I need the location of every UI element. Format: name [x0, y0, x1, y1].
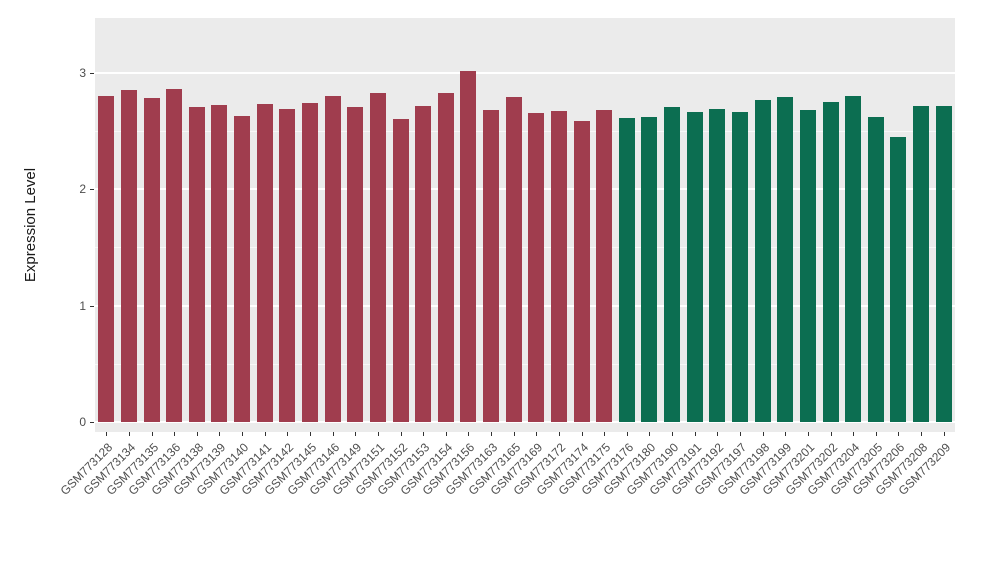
x-tick-mark [129, 432, 130, 436]
x-tick-mark [219, 432, 220, 436]
gridline-major [95, 188, 955, 190]
x-tick-mark [672, 432, 673, 436]
y-tick-mark [90, 305, 94, 307]
x-tick-mark [536, 432, 537, 436]
y-tick-label: 0 [79, 415, 86, 429]
bar-GSM773175 [596, 110, 612, 422]
x-tick-mark [106, 432, 107, 436]
bar-GSM773136 [166, 89, 182, 422]
x-tick-mark [695, 432, 696, 436]
bar-GSM773190 [664, 107, 680, 422]
x-tick-mark [355, 432, 356, 436]
y-tick-label: 3 [79, 65, 86, 80]
bar-GSM773154 [438, 93, 454, 422]
bar-GSM773176 [619, 118, 635, 422]
x-tick-mark [763, 432, 764, 436]
gridline-minor [95, 363, 955, 365]
x-tick-mark [333, 432, 334, 436]
x-tick-mark [514, 432, 515, 436]
x-tick-mark [944, 432, 945, 436]
bar-GSM773142 [279, 109, 295, 422]
bar-GSM773145 [302, 103, 318, 422]
y-tick-label: 1 [79, 298, 86, 313]
x-tick-mark [468, 432, 469, 436]
y-tick-label: 2 [79, 182, 86, 196]
bar-GSM773204 [845, 96, 861, 422]
bar-GSM773139 [211, 105, 227, 422]
y-tick-mark [90, 422, 94, 423]
x-tick-mark [785, 432, 786, 436]
x-tick-mark [287, 432, 288, 436]
x-tick-mark [242, 432, 243, 436]
x-tick-mark [808, 432, 809, 436]
bar-GSM773174 [574, 121, 590, 422]
bar-GSM773206 [890, 137, 906, 422]
plot-panel [95, 18, 955, 432]
x-tick-mark [310, 432, 311, 436]
x-tick-mark [401, 432, 402, 436]
bar-GSM773140 [234, 116, 250, 422]
gridline-minor [95, 130, 955, 132]
x-tick-mark [197, 432, 198, 436]
bar-GSM773202 [823, 102, 839, 422]
gridline-major [95, 304, 955, 307]
x-tick-mark [559, 432, 560, 436]
x-tick-mark [717, 432, 718, 436]
bar-GSM773192 [709, 109, 725, 422]
x-tick-mark [378, 432, 379, 436]
bar-GSM773201 [800, 110, 816, 422]
bar-GSM773180 [641, 117, 657, 422]
bar-GSM773209 [936, 106, 952, 422]
x-tick-mark [921, 432, 922, 436]
bar-GSM773205 [868, 117, 884, 422]
bar-GSM773199 [777, 97, 793, 422]
bar-GSM773197 [732, 112, 748, 422]
bar-GSM773156 [460, 71, 476, 422]
x-tick-mark [423, 432, 424, 436]
x-tick-mark [627, 432, 628, 436]
x-tick-mark [491, 432, 492, 436]
bar-GSM773141 [257, 104, 273, 422]
bar-GSM773198 [755, 100, 771, 422]
x-tick-mark [152, 432, 153, 436]
bar-GSM773128 [98, 96, 114, 422]
bar-GSM773134 [121, 90, 137, 422]
bar-GSM773191 [687, 112, 703, 422]
bar-GSM773165 [506, 97, 522, 422]
gridline-major [95, 421, 955, 423]
bar-GSM773149 [347, 107, 363, 422]
bar-GSM773152 [393, 119, 409, 422]
gridline-minor [95, 247, 955, 249]
bar-GSM773163 [483, 110, 499, 422]
bar-GSM773135 [144, 98, 160, 422]
x-tick-mark [649, 432, 650, 436]
x-tick-mark [876, 432, 877, 436]
y-tick-mark [90, 72, 94, 74]
bar-GSM773146 [325, 96, 341, 422]
gridline-major [95, 71, 955, 74]
x-tick-mark [174, 432, 175, 436]
x-tick-mark [446, 432, 447, 436]
x-tick-mark [853, 432, 854, 436]
x-tick-mark [831, 432, 832, 436]
x-tick-mark [582, 432, 583, 436]
bar-GSM773151 [370, 93, 386, 422]
bar-GSM773153 [415, 106, 431, 422]
x-tick-mark [898, 432, 899, 436]
x-tick-mark [604, 432, 605, 436]
x-tick-mark [740, 432, 741, 436]
y-axis-title: Expression Level [22, 167, 39, 283]
bar-GSM773138 [189, 107, 205, 422]
bar-GSM773208 [913, 106, 929, 422]
y-tick-mark [90, 189, 94, 190]
bar-GSM773169 [528, 113, 544, 422]
bar-GSM773172 [551, 111, 567, 422]
x-tick-mark [265, 432, 266, 436]
